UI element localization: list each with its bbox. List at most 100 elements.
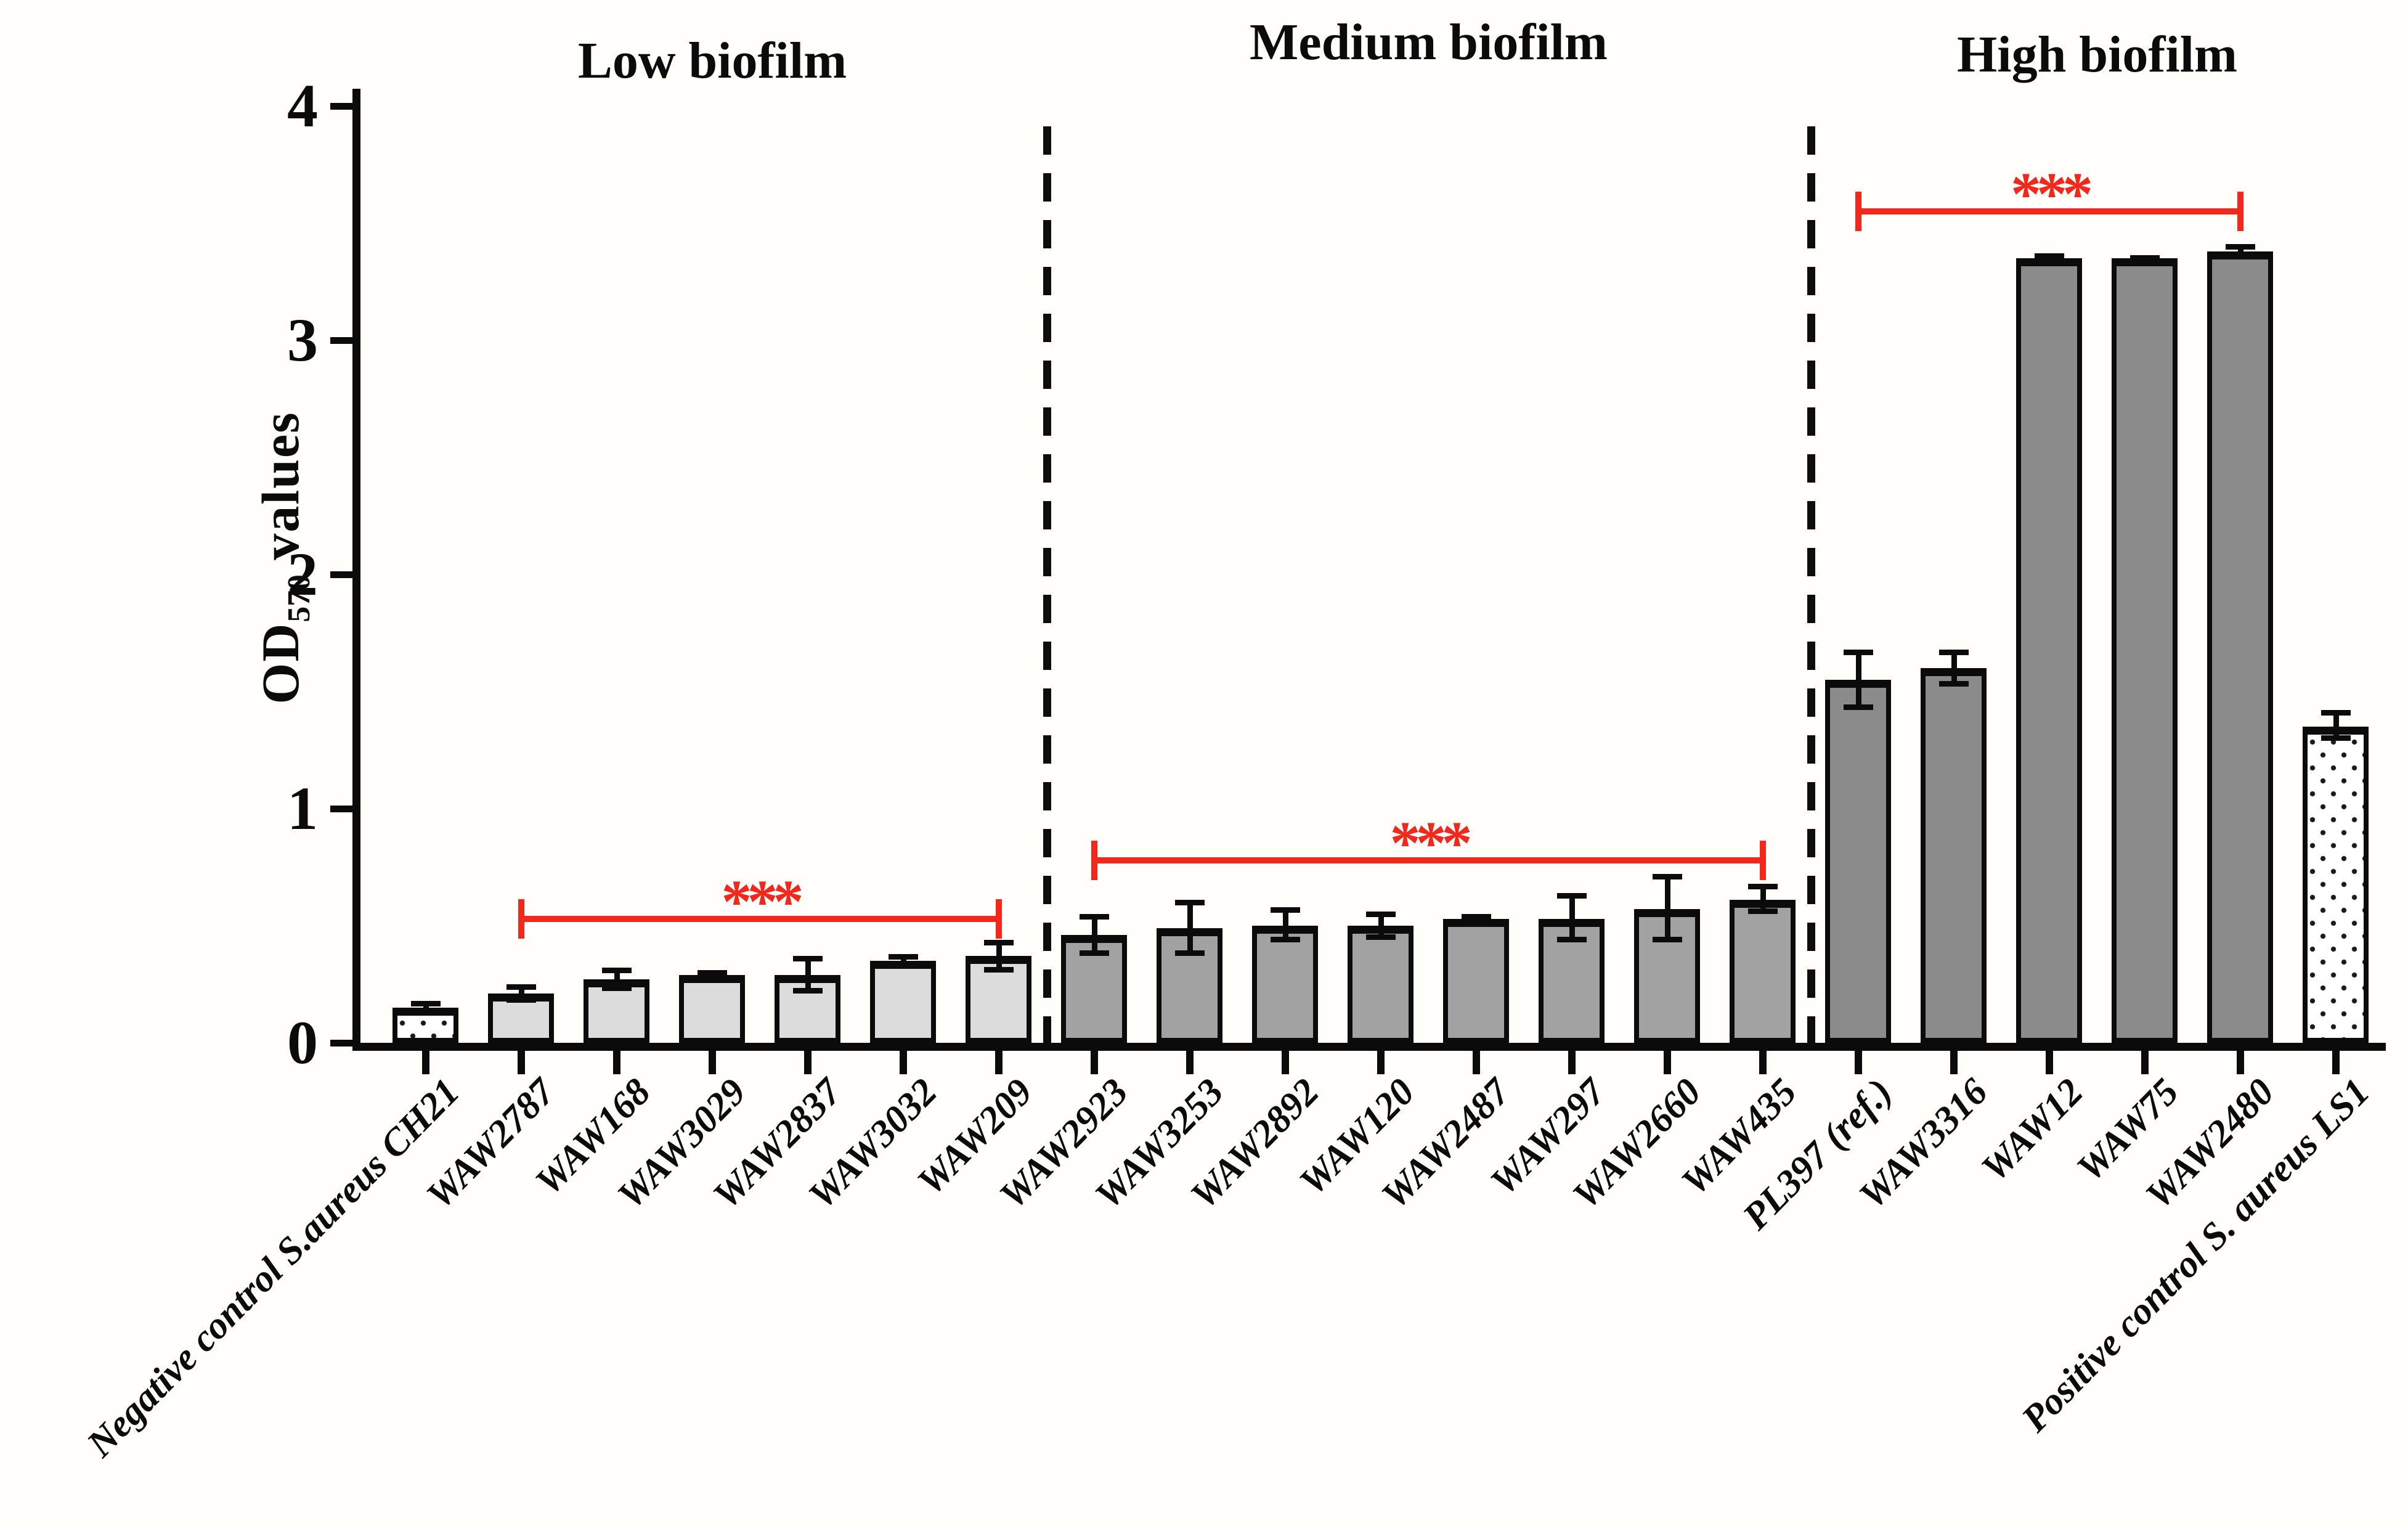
x-axis-tick xyxy=(1759,1051,1767,1074)
error-bar-cap-top xyxy=(1939,649,1969,655)
bar-WAW435 xyxy=(1730,900,1796,1043)
significance-stars: *** xyxy=(2011,160,2093,228)
x-axis-tick xyxy=(709,1051,716,1074)
significance-bracket-line xyxy=(521,915,999,922)
error-bar-cap-top xyxy=(793,956,823,962)
group-separator-dashed-line xyxy=(1043,126,1051,1043)
error-bar-cap-top xyxy=(1557,892,1587,899)
bar-WAW2487 xyxy=(1443,918,1509,1043)
error-bar-cap-top xyxy=(1653,874,1682,880)
significance-bracket-line xyxy=(1858,208,2240,214)
x-axis-tick xyxy=(2141,1051,2149,1074)
error-bar-line xyxy=(901,953,906,968)
significance-bracket-line xyxy=(1094,857,1763,863)
error-bar-cap-bottom xyxy=(1462,918,1491,924)
error-bar-cap-bottom xyxy=(1080,950,1109,957)
bar-PL397 (ref.) xyxy=(1825,680,1891,1043)
y-axis-tick-label-4: 4 xyxy=(287,71,318,140)
group-title-high-biofilm: High biofilm xyxy=(1956,26,2238,83)
x-axis-tick xyxy=(2237,1051,2244,1074)
error-bar-cap-top xyxy=(1844,649,1873,655)
error-bar-line xyxy=(805,956,811,994)
group-title-low-biofilm: Low biofilm xyxy=(577,32,847,89)
x-axis-tick xyxy=(1282,1051,1289,1074)
bar-WAW75 xyxy=(2112,258,2178,1043)
y-axis-tick-2 xyxy=(330,571,352,578)
bar-WAW120 xyxy=(1348,926,1413,1043)
y-axis-tick-3 xyxy=(330,337,352,344)
x-axis-line xyxy=(352,1043,2386,1051)
error-bar-cap-top xyxy=(2321,710,2351,716)
error-bar-cap-bottom xyxy=(984,967,1014,973)
error-bar-cap-bottom xyxy=(1748,908,1778,914)
x-axis-tick xyxy=(1473,1051,1480,1074)
error-bar-line xyxy=(1378,912,1384,940)
error-bar-cap-bottom xyxy=(889,962,918,968)
significance-bracket-cap-right xyxy=(1760,840,1766,880)
bar-WAW2923 xyxy=(1061,935,1127,1043)
x-axis-tick xyxy=(1664,1051,1671,1074)
error-bar-line xyxy=(1569,892,1575,942)
error-bar-cap-bottom xyxy=(602,985,632,992)
error-bar-cap-bottom xyxy=(1844,704,1873,711)
error-bar-line xyxy=(614,968,620,992)
significance-bracket-cap-left xyxy=(518,899,524,939)
x-axis-tick xyxy=(804,1051,811,1074)
error-bar-line xyxy=(1187,900,1193,957)
error-bar-cap-bottom xyxy=(2035,257,2064,263)
error-bar-line xyxy=(519,984,524,1003)
x-axis-tick xyxy=(518,1051,525,1074)
error-bar-cap-top xyxy=(2226,244,2255,250)
error-bar-line xyxy=(1856,649,1861,711)
bar-WAW2892 xyxy=(1252,926,1318,1043)
error-bar-cap-top xyxy=(411,1000,441,1006)
error-bar-cap-bottom xyxy=(1366,934,1396,940)
error-bar-cap-bottom xyxy=(2226,253,2255,258)
error-bar-line xyxy=(1760,883,1766,914)
bar-WAW3032 xyxy=(870,961,936,1043)
error-bar-cap-bottom xyxy=(2321,735,2351,741)
x-axis-tick xyxy=(2046,1051,2053,1074)
error-bar-cap-top xyxy=(2035,253,2064,259)
error-bar-cap-top xyxy=(602,968,632,974)
x-axis-tick xyxy=(1950,1051,1958,1074)
error-bar-cap-top xyxy=(1175,900,1205,906)
error-bar-cap-top xyxy=(1271,907,1300,913)
error-bar-cap-top xyxy=(1080,914,1109,920)
error-bar-cap-top xyxy=(698,970,727,976)
error-bar-cap-bottom xyxy=(793,988,823,994)
significance-stars: *** xyxy=(721,867,804,936)
bar-WAW2480 xyxy=(2207,251,2273,1043)
error-bar-line xyxy=(1092,914,1097,957)
bar-Negative control S.aureus CH21 xyxy=(393,1008,458,1043)
error-bar-cap-bottom xyxy=(2130,255,2160,261)
significance-bracket-cap-right xyxy=(2237,192,2243,231)
error-bar-cap-top xyxy=(1366,912,1396,918)
x-axis-tick xyxy=(422,1051,429,1074)
bar-Positive control S. aureus LS1 xyxy=(2303,727,2369,1043)
error-bar-line xyxy=(1283,907,1288,942)
significance-bracket-cap-right xyxy=(996,899,1002,939)
error-bar-cap-bottom xyxy=(1557,936,1587,942)
significance-stars: *** xyxy=(1389,808,1473,877)
error-bar-cap-top xyxy=(1748,883,1778,889)
error-bar-cap-top xyxy=(1462,914,1491,920)
y-axis-tick-0 xyxy=(330,1040,352,1047)
x-axis-tick xyxy=(1091,1051,1098,1074)
y-axis-tick-label-2: 2 xyxy=(287,540,318,608)
significance-bracket-cap-left xyxy=(1091,840,1097,880)
error-bar-cap-bottom xyxy=(1653,936,1682,942)
bar-WAW3316 xyxy=(1921,668,1987,1043)
y-axis-tick-label-3: 3 xyxy=(287,306,318,374)
error-bar-line xyxy=(1665,874,1670,942)
bar-WAW12 xyxy=(2016,258,2082,1043)
error-bar-line xyxy=(2238,244,2243,258)
error-bar-cap-top xyxy=(984,939,1014,945)
error-bar-cap-bottom xyxy=(1271,936,1300,942)
error-bar-line xyxy=(1951,649,1957,687)
error-bar-cap-top xyxy=(506,984,536,990)
error-bar-cap-top xyxy=(889,953,918,960)
x-axis-tick xyxy=(1186,1051,1194,1074)
